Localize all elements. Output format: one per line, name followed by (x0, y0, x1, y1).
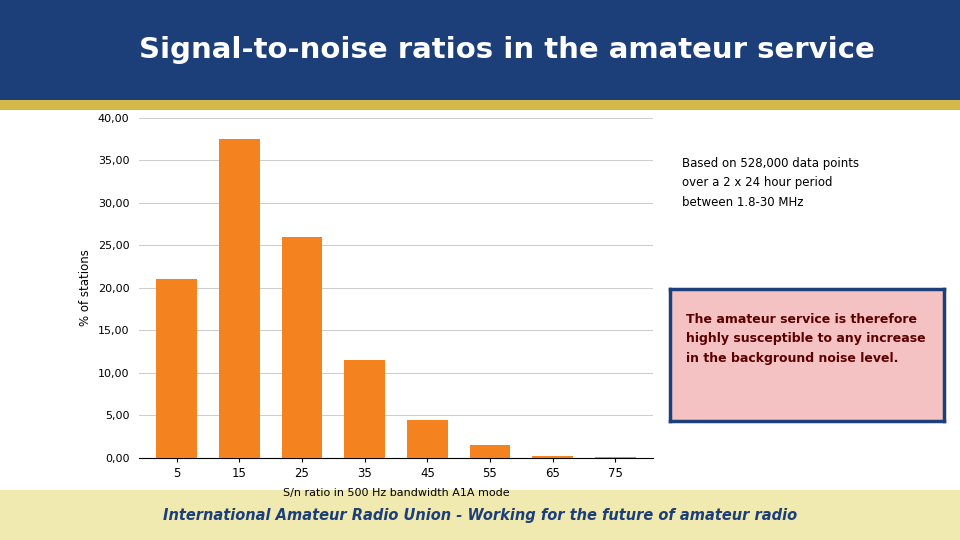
Bar (532, 456, 573, 458)
Text: Based on 528,000 data points
over a 2 x 24 hour period
between 1.8-30 MHz: Based on 528,000 data points over a 2 x … (682, 157, 859, 208)
Text: International Amateur Radio Union - Working for the future of amateur radio: International Amateur Radio Union - Work… (163, 508, 797, 523)
Bar (345, 360, 385, 458)
Y-axis label: % of stations: % of stations (80, 249, 92, 326)
X-axis label: S/n ratio in 500 Hz bandwidth A1A mode: S/n ratio in 500 Hz bandwidth A1A mode (282, 488, 510, 498)
Text: Signal-to-noise ratios in the amateur service: Signal-to-noise ratios in the amateur se… (139, 36, 875, 64)
Text: The amateur service is therefore
highly susceptible to any increase
in the backg: The amateur service is therefore highly … (686, 313, 926, 364)
Bar (219, 139, 260, 458)
Bar (469, 445, 511, 458)
Bar (156, 279, 197, 458)
Bar (407, 420, 447, 458)
Bar (281, 237, 323, 458)
